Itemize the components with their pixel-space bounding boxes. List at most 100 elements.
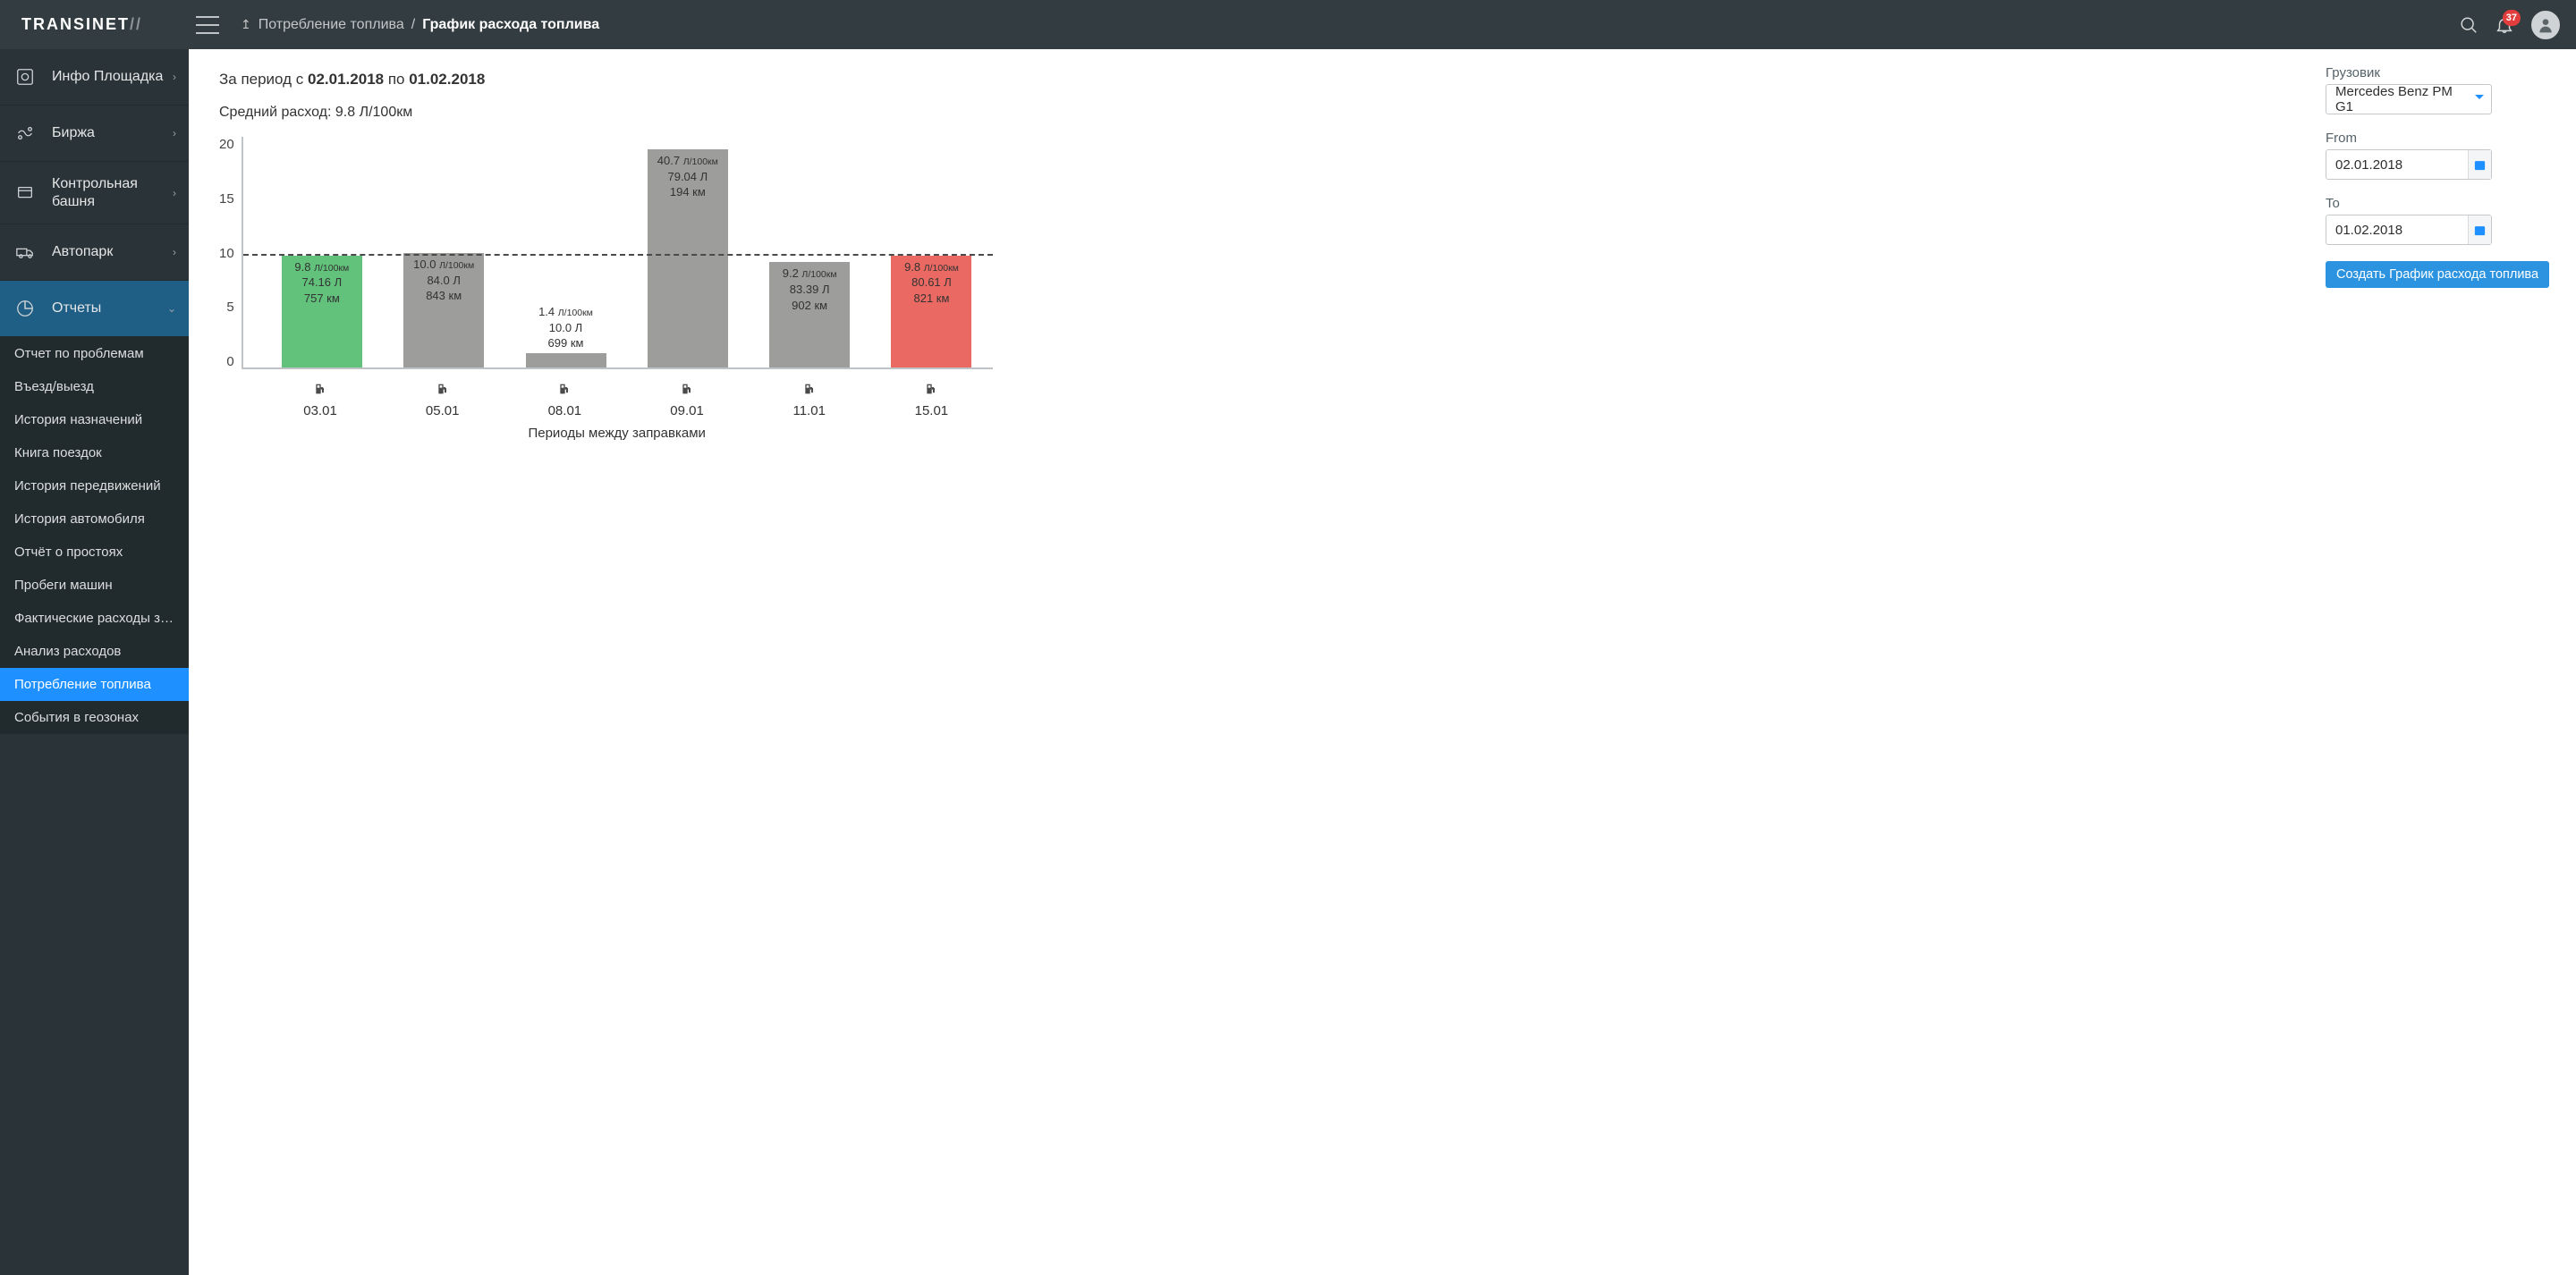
sidebar-item-label: Отчеты <box>52 300 167 317</box>
to-label: To <box>2326 196 2558 211</box>
sidebar-item-tower[interactable]: Контрольная башня › <box>0 162 189 224</box>
sidebar-sub-item[interactable]: Пробеги машин <box>0 569 189 602</box>
y-tick-label: 10 <box>219 246 234 261</box>
sidebar-sub-item[interactable]: Отчет по проблемам <box>0 337 189 370</box>
fuel-pump-icon <box>557 380 572 398</box>
plot-area: 9.8 Л/100км74.16 Л757 км 10.0 Л/100км84.0… <box>242 137 993 369</box>
tower-icon <box>13 183 38 203</box>
bar-label: 9.2 Л/100км83.39 Л902 км <box>783 266 837 313</box>
breadcrumb-current: График расхода топлива <box>422 17 599 33</box>
sidebar-item-label: Биржа <box>52 124 173 142</box>
generate-report-button[interactable]: Создать График расхода топлива <box>2326 261 2549 288</box>
notifications-icon[interactable]: 37 <box>2487 7 2522 43</box>
chart-bar[interactable]: 9.2 Л/100км83.39 Л902 км <box>769 262 850 369</box>
fuel-pump-icon <box>802 380 817 398</box>
chart-bar[interactable]: 10.0 Л/100км84.0 Л843 км <box>403 253 484 369</box>
period-mid: по <box>384 71 409 88</box>
sidebar-sub-item[interactable]: История автомобиля <box>0 502 189 536</box>
sidebar-sub-item[interactable]: История передвижений <box>0 469 189 502</box>
sidebar-item-label: Контрольная башня <box>52 175 173 211</box>
sidebar-sub-item[interactable]: Въезд/выезд <box>0 370 189 403</box>
info-icon <box>13 67 38 87</box>
bar-label: 40.7 Л/100км79.04 Л194 км <box>657 153 718 200</box>
x-tick: 11.01 <box>748 369 870 418</box>
breadcrumb-parent[interactable]: Потребление топлива <box>258 17 404 33</box>
y-tick-label: 15 <box>219 191 234 207</box>
chart-bar[interactable]: 9.8 Л/100км74.16 Л757 км <box>282 256 362 369</box>
y-axis: 20 15 10 5 0 <box>219 137 242 369</box>
calendar-icon <box>2468 215 2491 244</box>
sidebar-sub-item[interactable]: Анализ расходов <box>0 635 189 668</box>
logo[interactable]: TRANSINET// <box>0 15 189 34</box>
sidebar-item-label: Автопарк <box>52 243 173 261</box>
chevron-right-icon: › <box>173 127 176 139</box>
bar-label: 1.4 Л/100км10.0 Л699 км <box>517 304 615 351</box>
sidebar-item-reports[interactable]: Отчеты ⌄ <box>0 281 189 337</box>
chart-bar[interactable]: 40.7 Л/100км79.04 Л194 км <box>648 149 728 369</box>
period-line: За период с 02.01.2018 по 01.02.2018 <box>219 71 2295 89</box>
chevron-right-icon: › <box>173 71 176 83</box>
sidebar: Инфо Площадка › Биржа › Контрольная башн… <box>0 49 189 1275</box>
sidebar-item-label: Инфо Площадка <box>52 68 173 86</box>
sidebar-sub-item[interactable]: История назначений <box>0 403 189 436</box>
logo-text: TRANSINET <box>21 15 130 34</box>
fuel-pump-icon <box>313 380 327 398</box>
x-axis-title: Периоды между заправками <box>242 426 993 441</box>
sidebar-sub-item[interactable]: События в геозонах <box>0 701 189 734</box>
hamburger-icon[interactable] <box>196 16 219 34</box>
logo-slash: // <box>130 15 142 34</box>
x-tick: 09.01 <box>626 369 749 418</box>
search-icon[interactable] <box>2451 7 2487 43</box>
sidebar-sub-item[interactable]: Потребление топлива <box>0 668 189 701</box>
x-axis-line <box>243 367 993 369</box>
x-tick: 03.01 <box>259 369 382 418</box>
sidebar-item-fleet[interactable]: Автопарк › <box>0 224 189 281</box>
avatar[interactable] <box>2531 11 2560 39</box>
chart-bar[interactable]: 9.8 Л/100км80.61 Л821 км <box>891 256 971 369</box>
sidebar-subnav: Отчет по проблемамВъезд/выездИстория наз… <box>0 337 189 734</box>
sidebar-item-market[interactable]: Биржа › <box>0 106 189 162</box>
calendar-icon <box>2468 150 2491 179</box>
y-tick-label: 0 <box>226 354 233 369</box>
fuel-pump-icon <box>924 380 938 398</box>
avg-line-marker <box>243 254 993 256</box>
sidebar-sub-item[interactable]: Отчёт о простоях <box>0 536 189 569</box>
chevron-right-icon: › <box>173 246 176 258</box>
period-to: 01.02.2018 <box>409 71 485 88</box>
breadcrumb-separator: / <box>411 17 415 33</box>
caret-down-icon <box>2475 95 2484 104</box>
y-tick-label: 5 <box>226 300 233 315</box>
breadcrumb: ↥ Потребление топлива / График расхода т… <box>241 17 599 33</box>
fuel-pump-icon <box>680 380 694 398</box>
to-value: 01.02.2018 <box>2335 223 2402 238</box>
to-date-input[interactable]: 01.02.2018 <box>2326 215 2492 245</box>
chevron-down-icon: ⌄ <box>167 302 176 315</box>
truck-select[interactable]: Mercedes Benz PM G1 <box>2326 84 2492 114</box>
x-tick: 15.01 <box>870 369 993 418</box>
sidebar-sub-item[interactable]: Фактические расходы з… <box>0 602 189 635</box>
y-tick-label: 20 <box>219 137 234 152</box>
from-value: 02.01.2018 <box>2335 157 2402 173</box>
fuel-pump-icon <box>436 380 450 398</box>
from-label: From <box>2326 131 2558 146</box>
x-axis-ticks: 03.0105.0108.0109.0111.0115.01 <box>242 369 993 418</box>
sidebar-item-info[interactable]: Инфо Площадка › <box>0 49 189 106</box>
truck-label: Грузовик <box>2326 65 2558 80</box>
avg-consumption: Средний расход: 9.8 Л/100км <box>219 105 2295 121</box>
truck-value: Mercedes Benz PM G1 <box>2335 84 2466 114</box>
period-from: 02.01.2018 <box>308 71 384 88</box>
filter-panel: Грузовик Mercedes Benz PM G1 From 02.01.… <box>2326 49 2576 1275</box>
truck-icon <box>13 242 38 262</box>
x-tick: 08.01 <box>504 369 626 418</box>
bar-label: 9.8 Л/100км80.61 Л821 км <box>904 259 959 307</box>
chevron-right-icon: › <box>173 187 176 199</box>
reports-icon <box>13 299 38 318</box>
header-bar: TRANSINET// ↥ Потребление топлива / Граф… <box>0 0 2576 49</box>
notification-badge: 37 <box>2503 10 2521 26</box>
bar-label: 10.0 Л/100км84.0 Л843 км <box>413 257 474 304</box>
from-date-input[interactable]: 02.01.2018 <box>2326 149 2492 180</box>
bar-label: 9.8 Л/100км74.16 Л757 км <box>294 259 349 307</box>
x-tick: 05.01 <box>381 369 504 418</box>
period-prefix: За период с <box>219 71 308 88</box>
sidebar-sub-item[interactable]: Книга поездок <box>0 436 189 469</box>
